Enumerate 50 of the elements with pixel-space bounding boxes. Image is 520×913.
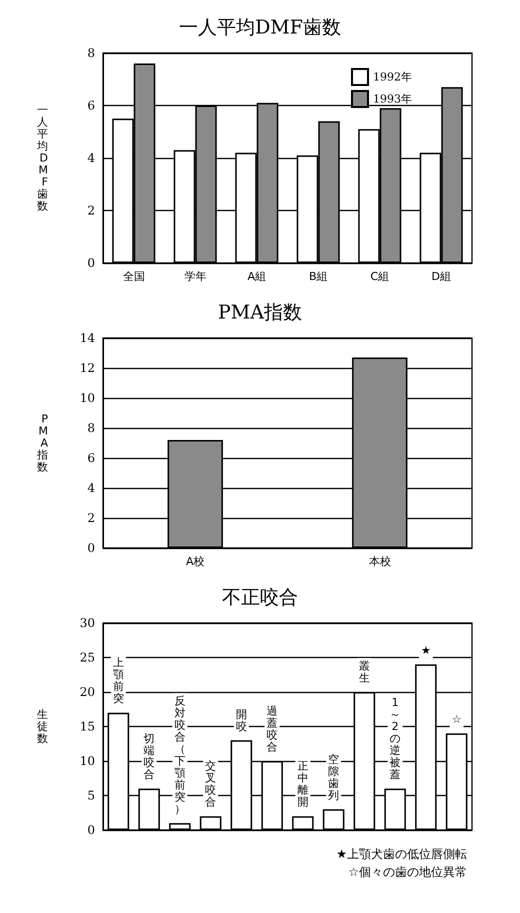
y-tick-label: 12 xyxy=(80,361,95,375)
y-tick-label: 14 xyxy=(80,331,96,345)
y-tick-label: 10 xyxy=(80,754,95,768)
x-tick-label: 1～2の逆被蓋 xyxy=(390,696,401,782)
legend-label: 1993年 xyxy=(373,92,412,106)
y-tick-label: 4 xyxy=(87,151,96,165)
chart-title: PMA指数 xyxy=(218,302,302,324)
y-tick-label: 8 xyxy=(87,46,95,60)
x-tick-label: B組 xyxy=(308,270,328,283)
x-tick-label: 開咬 xyxy=(236,708,247,733)
y-tick-label: 5 xyxy=(87,788,95,802)
y-tick-label: 4 xyxy=(87,481,96,495)
category-label: 反対咬合（下顎前突） xyxy=(174,694,186,816)
x-tick-label: 叢生 xyxy=(358,660,370,684)
chart-title: 不正咬合 xyxy=(222,586,298,608)
x-tick-label: 上顎前突 xyxy=(112,656,124,706)
text: 一人平均DMF歯数 xyxy=(37,104,48,212)
x-tick-label: C組 xyxy=(370,270,390,283)
y-tick-label: 6 xyxy=(87,98,95,112)
text: ☆個々の歯の地位異常 xyxy=(348,865,468,879)
y-tick-label: 10 xyxy=(80,391,95,405)
y-tick-label: 0 xyxy=(87,256,95,270)
x-tick-label: A校 xyxy=(186,555,205,568)
text: ★上顎犬歯の低位唇側転 xyxy=(336,847,468,861)
y-tick-label: 8 xyxy=(87,421,95,435)
x-tick-label: A組 xyxy=(247,270,266,283)
x-tick-label: ★ xyxy=(420,644,431,657)
x-tick-label: 全国 xyxy=(122,270,145,283)
x-tick-label: 交叉咬合 xyxy=(205,760,216,809)
x-tick-label: 過蓋咬合 xyxy=(266,704,278,754)
legend-label: 1992年 xyxy=(373,70,412,84)
y-axis-title: PMA指数 xyxy=(36,412,48,474)
x-tick-label: D組 xyxy=(432,270,451,283)
x-tick-label: ☆ xyxy=(452,712,462,726)
y-tick-label: 2 xyxy=(87,511,95,525)
x-tick-label: 正中離開 xyxy=(297,760,308,809)
y-axis-title: 生徒数 xyxy=(37,708,48,745)
x-tick-label: 本校 xyxy=(368,555,391,568)
y-tick-label: 6 xyxy=(87,451,95,465)
y-tick-label: 2 xyxy=(87,204,95,218)
y-tick-label: 30 xyxy=(80,616,95,630)
x-tick-label: 空隙歯列 xyxy=(328,752,340,802)
x-tick-label: 学年 xyxy=(184,270,206,283)
y-tick-label: 15 xyxy=(80,720,95,734)
y-tick-label: 0 xyxy=(87,823,95,837)
x-tick-label: 切端咬合 xyxy=(144,732,155,782)
y-tick-label: 20 xyxy=(80,685,95,699)
y-tick-label: 0 xyxy=(87,541,95,555)
chart-title: 一人平均DMF歯数 xyxy=(179,16,341,38)
y-tick-label: 25 xyxy=(80,650,95,664)
